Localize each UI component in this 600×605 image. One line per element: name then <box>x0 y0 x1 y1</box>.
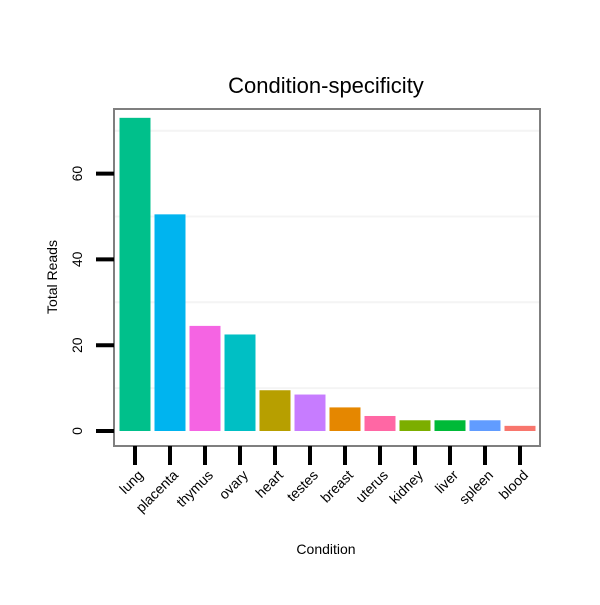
plot-frame <box>113 108 541 447</box>
bar-testes <box>294 394 326 431</box>
y-axis-label: Total Reads <box>44 240 60 314</box>
bar-placenta <box>154 214 186 431</box>
x-tick-label-lung: lung <box>116 467 146 497</box>
bar-thymus <box>189 325 221 431</box>
x-tick-label-testes: testes <box>283 467 321 505</box>
y-tick-label: 20 <box>69 337 85 353</box>
x-tick-label-liver: liver <box>432 467 462 497</box>
bar-blood <box>504 425 536 431</box>
x-tick-label-kidney: kidney <box>386 467 426 507</box>
chart-title: Condition-specificity <box>228 73 424 98</box>
x-tick-label-heart: heart <box>252 467 286 501</box>
bar-liver <box>434 420 466 431</box>
y-axis: 0 20 40 60 <box>69 166 114 435</box>
x-tick-label-thymus: thymus <box>173 467 216 510</box>
y-tick-label: 40 <box>69 251 85 267</box>
bar-breast <box>329 407 361 431</box>
x-tick-label-breast: breast <box>317 467 356 506</box>
y-tick-label: 60 <box>69 166 85 182</box>
grid-lines <box>115 129 539 390</box>
bar-lung <box>119 117 151 431</box>
x-axis-label: Condition <box>296 541 355 557</box>
x-tick-label-spleen: spleen <box>456 467 496 507</box>
bar-heart <box>259 390 291 431</box>
bar-ovary <box>224 334 256 431</box>
y-tick-label: 0 <box>69 427 85 435</box>
x-tick-label-ovary: ovary <box>216 467 252 503</box>
bars <box>119 117 536 431</box>
x-tick-label-uterus: uterus <box>352 467 391 506</box>
bar-spleen <box>469 420 501 431</box>
bar-kidney <box>399 420 431 431</box>
bar-uterus <box>364 415 396 431</box>
x-tick-label-blood: blood <box>496 467 532 503</box>
